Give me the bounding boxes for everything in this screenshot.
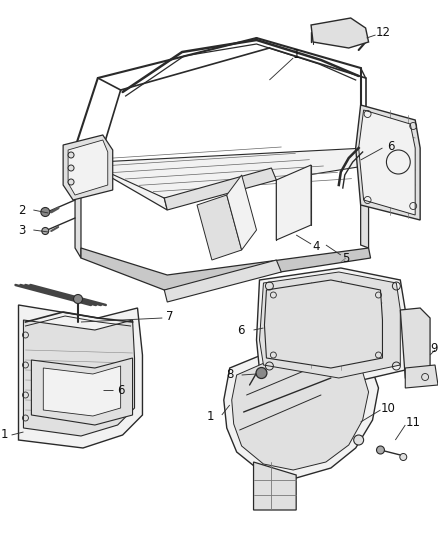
Circle shape — [41, 207, 50, 216]
Polygon shape — [224, 348, 378, 478]
Polygon shape — [311, 18, 369, 48]
Polygon shape — [254, 462, 296, 510]
Text: 6: 6 — [387, 140, 394, 152]
Text: 10: 10 — [381, 401, 396, 415]
Polygon shape — [276, 165, 311, 240]
Polygon shape — [400, 308, 430, 382]
Text: 12: 12 — [376, 27, 391, 39]
Polygon shape — [360, 148, 369, 248]
Circle shape — [68, 179, 74, 185]
Polygon shape — [18, 305, 142, 448]
Text: 5: 5 — [342, 252, 350, 264]
Circle shape — [68, 152, 74, 158]
Polygon shape — [265, 280, 382, 368]
Polygon shape — [32, 358, 133, 425]
Polygon shape — [359, 110, 415, 215]
Text: 6: 6 — [237, 324, 244, 336]
Polygon shape — [68, 140, 108, 195]
Circle shape — [256, 367, 267, 378]
Polygon shape — [164, 260, 281, 302]
Polygon shape — [81, 248, 371, 290]
Circle shape — [400, 454, 407, 461]
Polygon shape — [43, 366, 120, 416]
Text: 6: 6 — [117, 384, 124, 397]
Text: 8: 8 — [226, 367, 234, 381]
Text: 3: 3 — [18, 223, 25, 237]
Text: 1: 1 — [1, 429, 9, 441]
Polygon shape — [63, 135, 113, 200]
Text: 11: 11 — [406, 416, 421, 430]
Polygon shape — [75, 148, 81, 258]
Text: 9: 9 — [431, 342, 438, 354]
Polygon shape — [227, 175, 257, 250]
Circle shape — [377, 446, 385, 454]
Polygon shape — [405, 365, 438, 388]
Text: 1: 1 — [293, 49, 300, 61]
Polygon shape — [75, 148, 167, 210]
Text: 4: 4 — [312, 239, 320, 253]
Text: 1: 1 — [206, 410, 214, 424]
Circle shape — [42, 228, 49, 235]
Polygon shape — [164, 168, 276, 210]
Polygon shape — [257, 268, 405, 385]
Circle shape — [68, 165, 74, 171]
Circle shape — [74, 295, 82, 303]
Polygon shape — [259, 272, 400, 378]
Polygon shape — [356, 105, 420, 220]
Text: 7: 7 — [166, 310, 174, 322]
Polygon shape — [81, 148, 371, 198]
Polygon shape — [232, 356, 369, 470]
Text: 2: 2 — [18, 204, 25, 216]
Polygon shape — [197, 195, 242, 260]
Polygon shape — [24, 320, 134, 436]
Circle shape — [354, 435, 364, 445]
